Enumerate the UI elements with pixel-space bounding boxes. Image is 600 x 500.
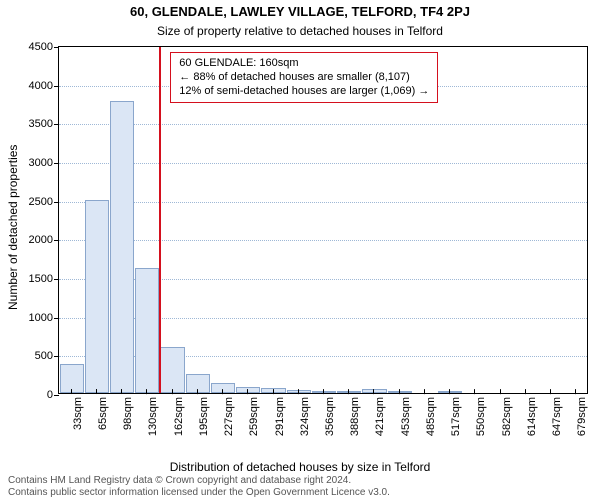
x-tick-label: 162sqm xyxy=(173,393,185,436)
y-tick-label: 1000 xyxy=(29,312,53,324)
x-tick-label: 421sqm xyxy=(374,393,386,436)
gridline xyxy=(59,163,587,164)
bar xyxy=(85,200,109,393)
y-tick-label: 3500 xyxy=(29,118,53,130)
x-tick-label: 647sqm xyxy=(551,393,563,436)
y-tick-label: 3000 xyxy=(29,157,53,169)
y-tick-label: 2000 xyxy=(29,234,53,246)
reference-line xyxy=(159,47,161,393)
x-tick-label: 388sqm xyxy=(349,393,361,436)
x-tick-label: 485sqm xyxy=(425,393,437,436)
callout-box: 60 GLENDALE: 160sqm← 88% of detached hou… xyxy=(170,52,438,103)
y-tick-label: 4500 xyxy=(29,41,53,53)
chart-subtitle: Size of property relative to detached ho… xyxy=(0,24,600,38)
x-tick-label: 259sqm xyxy=(248,393,260,436)
x-tick-label: 453sqm xyxy=(400,393,412,436)
x-tick-label: 356sqm xyxy=(324,393,336,436)
y-tick-label: 0 xyxy=(47,389,53,401)
x-tick-label: 291sqm xyxy=(274,393,286,436)
bar xyxy=(160,347,184,393)
x-tick-label: 324sqm xyxy=(299,393,311,436)
y-tick-label: 1500 xyxy=(29,273,53,285)
bar xyxy=(211,383,235,393)
x-tick-label: 614sqm xyxy=(526,393,538,436)
y-axis-label: Number of detached properties xyxy=(6,145,20,310)
x-tick-label: 195sqm xyxy=(198,393,210,436)
x-tick-label: 227sqm xyxy=(223,393,235,436)
bar xyxy=(110,101,134,393)
gridline xyxy=(59,202,587,203)
x-axis-label: Distribution of detached houses by size … xyxy=(0,460,600,474)
plot-area: 05001000150020002500300035004000450033sq… xyxy=(58,46,588,394)
x-tick-label: 550sqm xyxy=(475,393,487,436)
bar xyxy=(135,268,159,393)
y-tick-label: 4000 xyxy=(29,80,53,92)
chart-container: 60, GLENDALE, LAWLEY VILLAGE, TELFORD, T… xyxy=(0,0,600,500)
footnote: Contains HM Land Registry data © Crown c… xyxy=(8,475,592,498)
y-tick-label: 500 xyxy=(35,350,53,362)
chart-title: 60, GLENDALE, LAWLEY VILLAGE, TELFORD, T… xyxy=(0,4,600,19)
x-tick-label: 98sqm xyxy=(122,393,134,430)
x-tick-label: 65sqm xyxy=(97,393,109,430)
x-tick-label: 679sqm xyxy=(576,393,588,436)
x-tick-label: 130sqm xyxy=(147,393,159,436)
gridline xyxy=(59,240,587,241)
y-tick-label: 2500 xyxy=(29,196,53,208)
x-tick-label: 517sqm xyxy=(450,393,462,436)
x-tick-label: 33sqm xyxy=(72,393,84,430)
x-tick-label: 582sqm xyxy=(501,393,513,436)
gridline xyxy=(59,124,587,125)
